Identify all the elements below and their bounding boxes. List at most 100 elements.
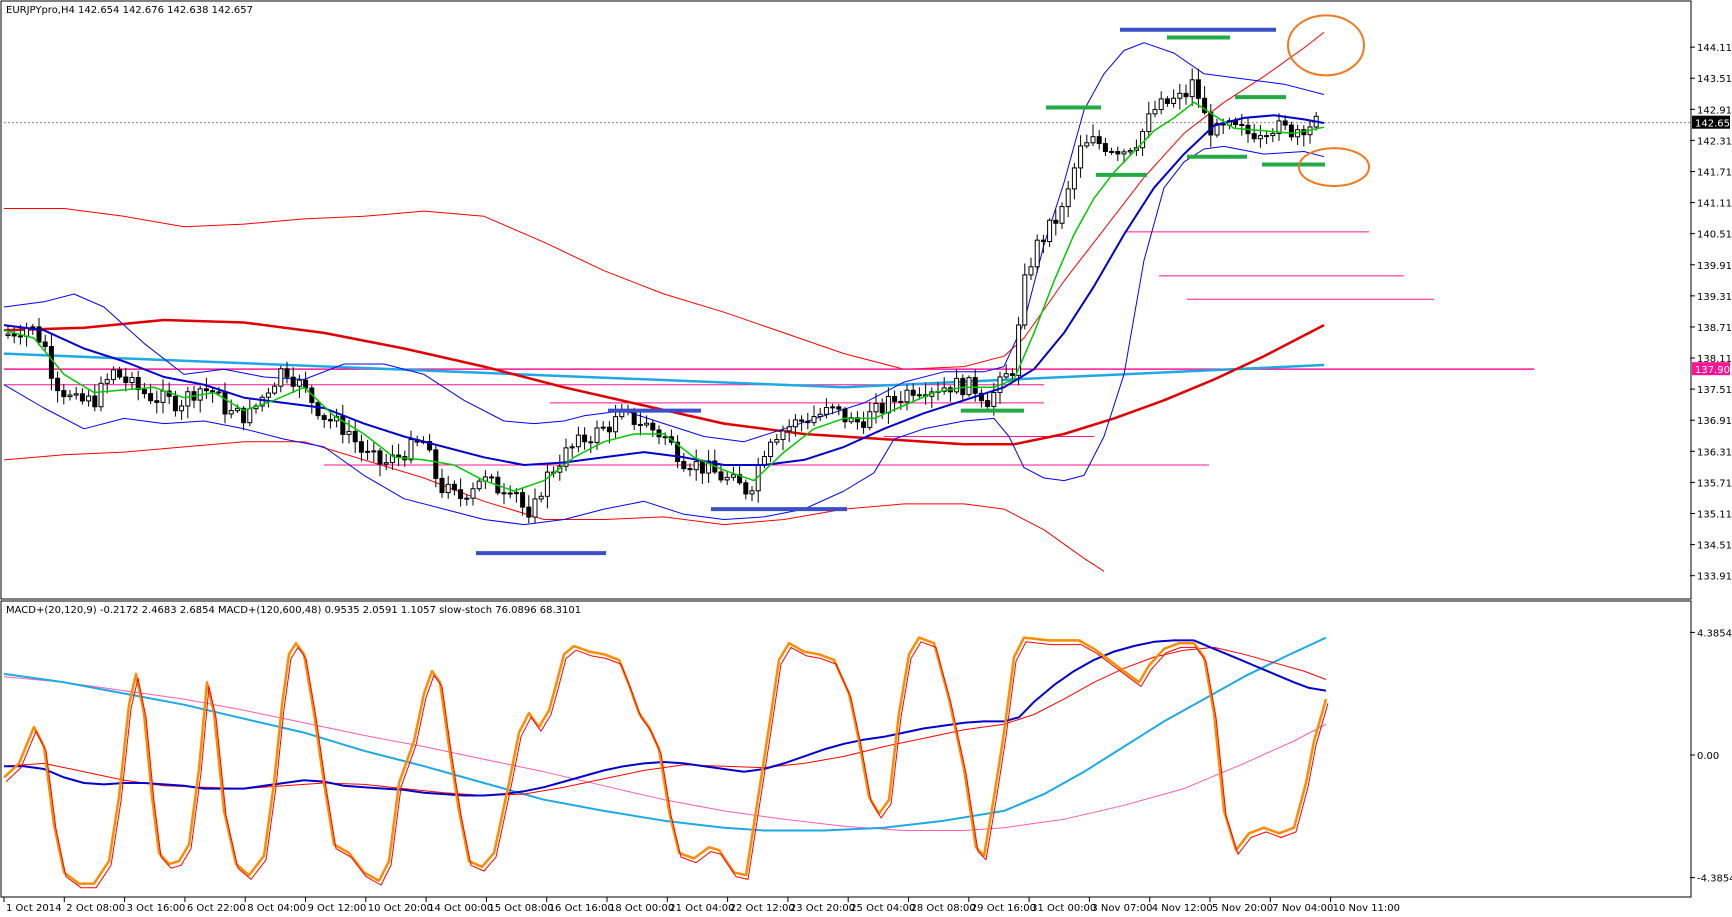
- candle[interactable]: [272, 382, 278, 396]
- candle[interactable]: [811, 405, 817, 426]
- candle[interactable]: [1102, 137, 1108, 157]
- candle[interactable]: [36, 317, 42, 346]
- candle[interactable]: [296, 374, 302, 398]
- candle[interactable]: [526, 495, 532, 524]
- sub-indicator-panel[interactable]: [0, 600, 1692, 898]
- candle[interactable]: [1096, 130, 1102, 150]
- candle[interactable]: [179, 399, 185, 420]
- candle[interactable]: [371, 442, 377, 463]
- candle[interactable]: [141, 382, 147, 399]
- candle[interactable]: [79, 388, 85, 405]
- candle[interactable]: [383, 453, 389, 471]
- candle[interactable]: [284, 361, 290, 384]
- candle[interactable]: [532, 488, 538, 524]
- candle[interactable]: [774, 434, 780, 446]
- candle[interactable]: [985, 393, 991, 409]
- candle[interactable]: [1090, 124, 1096, 147]
- candle[interactable]: [451, 480, 457, 496]
- candle[interactable]: [365, 439, 371, 460]
- candle[interactable]: [1257, 125, 1263, 148]
- candle[interactable]: [681, 452, 687, 472]
- candle[interactable]: [278, 365, 284, 393]
- candle[interactable]: [1003, 364, 1009, 380]
- candle[interactable]: [346, 419, 352, 444]
- candle[interactable]: [1152, 100, 1158, 118]
- candle[interactable]: [507, 485, 513, 499]
- candle[interactable]: [873, 393, 879, 424]
- candle[interactable]: [61, 384, 67, 405]
- candle[interactable]: [358, 434, 364, 462]
- candle[interactable]: [216, 387, 222, 395]
- candle[interactable]: [104, 373, 110, 394]
- candle[interactable]: [1177, 83, 1183, 110]
- candle[interactable]: [954, 369, 960, 394]
- candle[interactable]: [600, 421, 606, 431]
- candle[interactable]: [978, 388, 984, 408]
- candle[interactable]: [433, 445, 439, 488]
- candle[interactable]: [1121, 148, 1127, 164]
- candle[interactable]: [916, 387, 922, 400]
- candle[interactable]: [321, 413, 327, 428]
- candle[interactable]: [1028, 257, 1034, 281]
- candle[interactable]: [817, 407, 823, 421]
- candle[interactable]: [644, 415, 650, 428]
- candle[interactable]: [544, 463, 550, 509]
- candle[interactable]: [792, 414, 798, 437]
- candle[interactable]: [11, 327, 17, 344]
- candle[interactable]: [910, 383, 916, 402]
- candle[interactable]: [1059, 202, 1065, 229]
- candle[interactable]: [799, 415, 805, 432]
- candle[interactable]: [1109, 147, 1115, 156]
- candle[interactable]: [86, 390, 92, 407]
- candle[interactable]: [637, 412, 643, 436]
- candle[interactable]: [575, 426, 581, 453]
- candle[interactable]: [1183, 84, 1189, 105]
- candle[interactable]: [520, 488, 526, 516]
- candle[interactable]: [315, 399, 321, 420]
- orange-circle-1[interactable]: [1298, 147, 1370, 188]
- candle[interactable]: [1071, 162, 1077, 200]
- candle[interactable]: [904, 384, 910, 411]
- candle[interactable]: [203, 377, 209, 399]
- candle[interactable]: [563, 438, 569, 472]
- candle[interactable]: [1164, 96, 1170, 107]
- candle[interactable]: [724, 471, 730, 486]
- candle[interactable]: [892, 390, 898, 412]
- candle[interactable]: [5, 326, 11, 339]
- orange-circle-0[interactable]: [1287, 14, 1365, 77]
- candle[interactable]: [135, 370, 141, 401]
- candle[interactable]: [1270, 128, 1276, 143]
- candle[interactable]: [327, 413, 333, 429]
- candle[interactable]: [823, 398, 829, 419]
- candle[interactable]: [389, 444, 395, 470]
- candle[interactable]: [538, 492, 544, 503]
- candle[interactable]: [830, 403, 836, 415]
- candle[interactable]: [780, 425, 786, 451]
- candle[interactable]: [259, 394, 265, 412]
- candle[interactable]: [1214, 118, 1220, 138]
- candle[interactable]: [73, 387, 79, 400]
- candle[interactable]: [588, 435, 594, 454]
- candle[interactable]: [867, 401, 873, 431]
- main-price-panel[interactable]: [0, 0, 1692, 600]
- candle[interactable]: [42, 334, 48, 351]
- candle[interactable]: [1276, 113, 1282, 141]
- candle[interactable]: [1053, 209, 1059, 236]
- candle[interactable]: [123, 367, 129, 392]
- candle[interactable]: [749, 486, 755, 502]
- candle[interactable]: [1065, 181, 1071, 218]
- candle[interactable]: [861, 411, 867, 434]
- candle[interactable]: [1022, 263, 1028, 330]
- candle[interactable]: [129, 372, 135, 390]
- candle[interactable]: [154, 390, 160, 414]
- candle[interactable]: [1127, 147, 1133, 156]
- candle[interactable]: [352, 419, 358, 454]
- candle[interactable]: [1078, 135, 1084, 178]
- candle[interactable]: [476, 478, 482, 492]
- candle[interactable]: [110, 366, 116, 384]
- candle[interactable]: [1016, 316, 1022, 386]
- candle[interactable]: [1115, 146, 1121, 162]
- candle[interactable]: [501, 483, 507, 505]
- candle[interactable]: [675, 435, 681, 469]
